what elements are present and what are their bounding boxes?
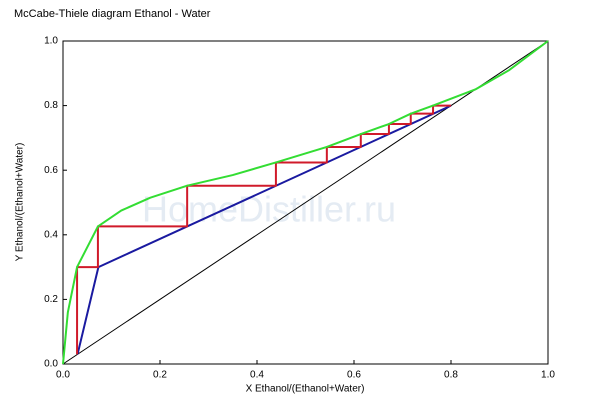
series-line (62, 40, 549, 365)
watermark: HomeDistiller.ru (142, 189, 396, 230)
x-tick-label: 0.4 (250, 370, 264, 381)
x-tick-label: 0.8 (444, 370, 458, 381)
y-tick-label: 0.8 (44, 100, 58, 111)
y-axis-label: Y Ethanol/(Ethanol+Water) (15, 143, 26, 262)
x-tick-label: 0.0 (56, 370, 70, 381)
y-tick-label: 0.0 (44, 359, 58, 370)
y-tick-label: 0.6 (44, 165, 58, 176)
y-tick-label: 1.0 (44, 36, 58, 47)
x-axis-label: X Ethanol/(Ethanol+Water) (246, 384, 365, 395)
series-line (62, 40, 549, 365)
chart-title: McCabe-Thiele diagram Ethanol - Water (14, 8, 211, 20)
x-tick-label: 0.2 (153, 370, 167, 381)
y-tick-label: 0.2 (44, 294, 58, 305)
plot-frame (62, 40, 549, 365)
y-tick-label: 0.4 (44, 229, 58, 240)
x-tick-label: 0.6 (347, 370, 361, 381)
x-tick-label: 1.0 (541, 370, 555, 381)
